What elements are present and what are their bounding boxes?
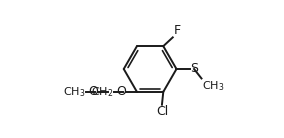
Text: O: O	[88, 85, 98, 98]
Text: CH$_3$: CH$_3$	[202, 79, 224, 93]
Text: CH$_3$: CH$_3$	[63, 85, 86, 99]
Text: S: S	[190, 63, 198, 75]
Text: Cl: Cl	[156, 105, 168, 118]
Text: O: O	[116, 85, 126, 98]
Text: F: F	[174, 24, 181, 37]
Text: CH$_2$: CH$_2$	[91, 85, 113, 99]
